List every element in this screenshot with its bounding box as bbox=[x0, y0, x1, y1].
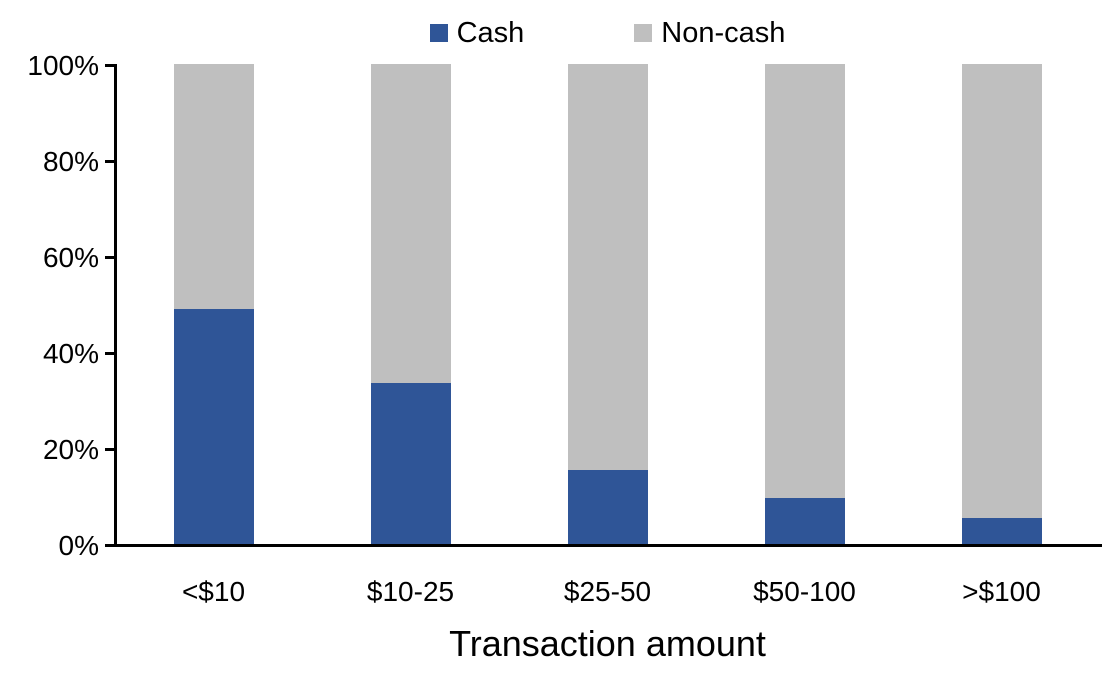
bar-segment-non-cash bbox=[961, 64, 1042, 518]
y-axis-line bbox=[114, 64, 117, 547]
x-tick-label: $50-100 bbox=[753, 576, 856, 607]
y-tick-label: 40% bbox=[42, 338, 99, 369]
y-tick-mark bbox=[105, 64, 115, 67]
legend-item-non-cash: Non-cash bbox=[634, 16, 786, 49]
y-tick-mark bbox=[105, 160, 115, 163]
legend-label-non-cash: Non-cash bbox=[661, 16, 786, 49]
bar-segment-cash bbox=[173, 308, 254, 544]
y-tick-label: 80% bbox=[42, 146, 99, 177]
y-tick-label: 20% bbox=[42, 434, 99, 465]
x-tick-label: $10-25 bbox=[366, 576, 455, 607]
y-tick-mark bbox=[105, 352, 115, 355]
non-cash-legend-swatch-icon bbox=[634, 24, 653, 42]
bar-segment-non-cash bbox=[370, 64, 451, 384]
cash-legend-swatch-icon bbox=[429, 24, 448, 42]
y-tick-mark bbox=[105, 256, 115, 259]
x-tick-label: >$100 bbox=[962, 576, 1041, 607]
bar-segment-non-cash bbox=[764, 64, 845, 499]
bar-segment-cash bbox=[567, 469, 648, 544]
x-tick-label: <$10 bbox=[181, 576, 246, 607]
bar-segment-cash bbox=[764, 498, 845, 544]
legend-label-cash: Cash bbox=[456, 16, 525, 49]
y-tick-label: 60% bbox=[42, 242, 99, 273]
bar-segment-cash bbox=[370, 383, 451, 544]
y-tick-mark bbox=[105, 448, 115, 451]
x-tick-label: $25-50 bbox=[563, 576, 652, 607]
legend-item-cash: Cash bbox=[429, 16, 525, 49]
chart-legend: Cash Non-cash bbox=[115, 16, 1100, 50]
x-axis-title: Transaction amount bbox=[449, 623, 766, 664]
bar-segment-cash bbox=[961, 517, 1042, 544]
bar-segment-non-cash bbox=[567, 64, 648, 470]
x-axis-line bbox=[105, 544, 1102, 547]
y-tick-label: 0% bbox=[58, 530, 99, 561]
y-tick-label: 100% bbox=[27, 50, 99, 81]
bar-segment-non-cash bbox=[173, 64, 254, 309]
